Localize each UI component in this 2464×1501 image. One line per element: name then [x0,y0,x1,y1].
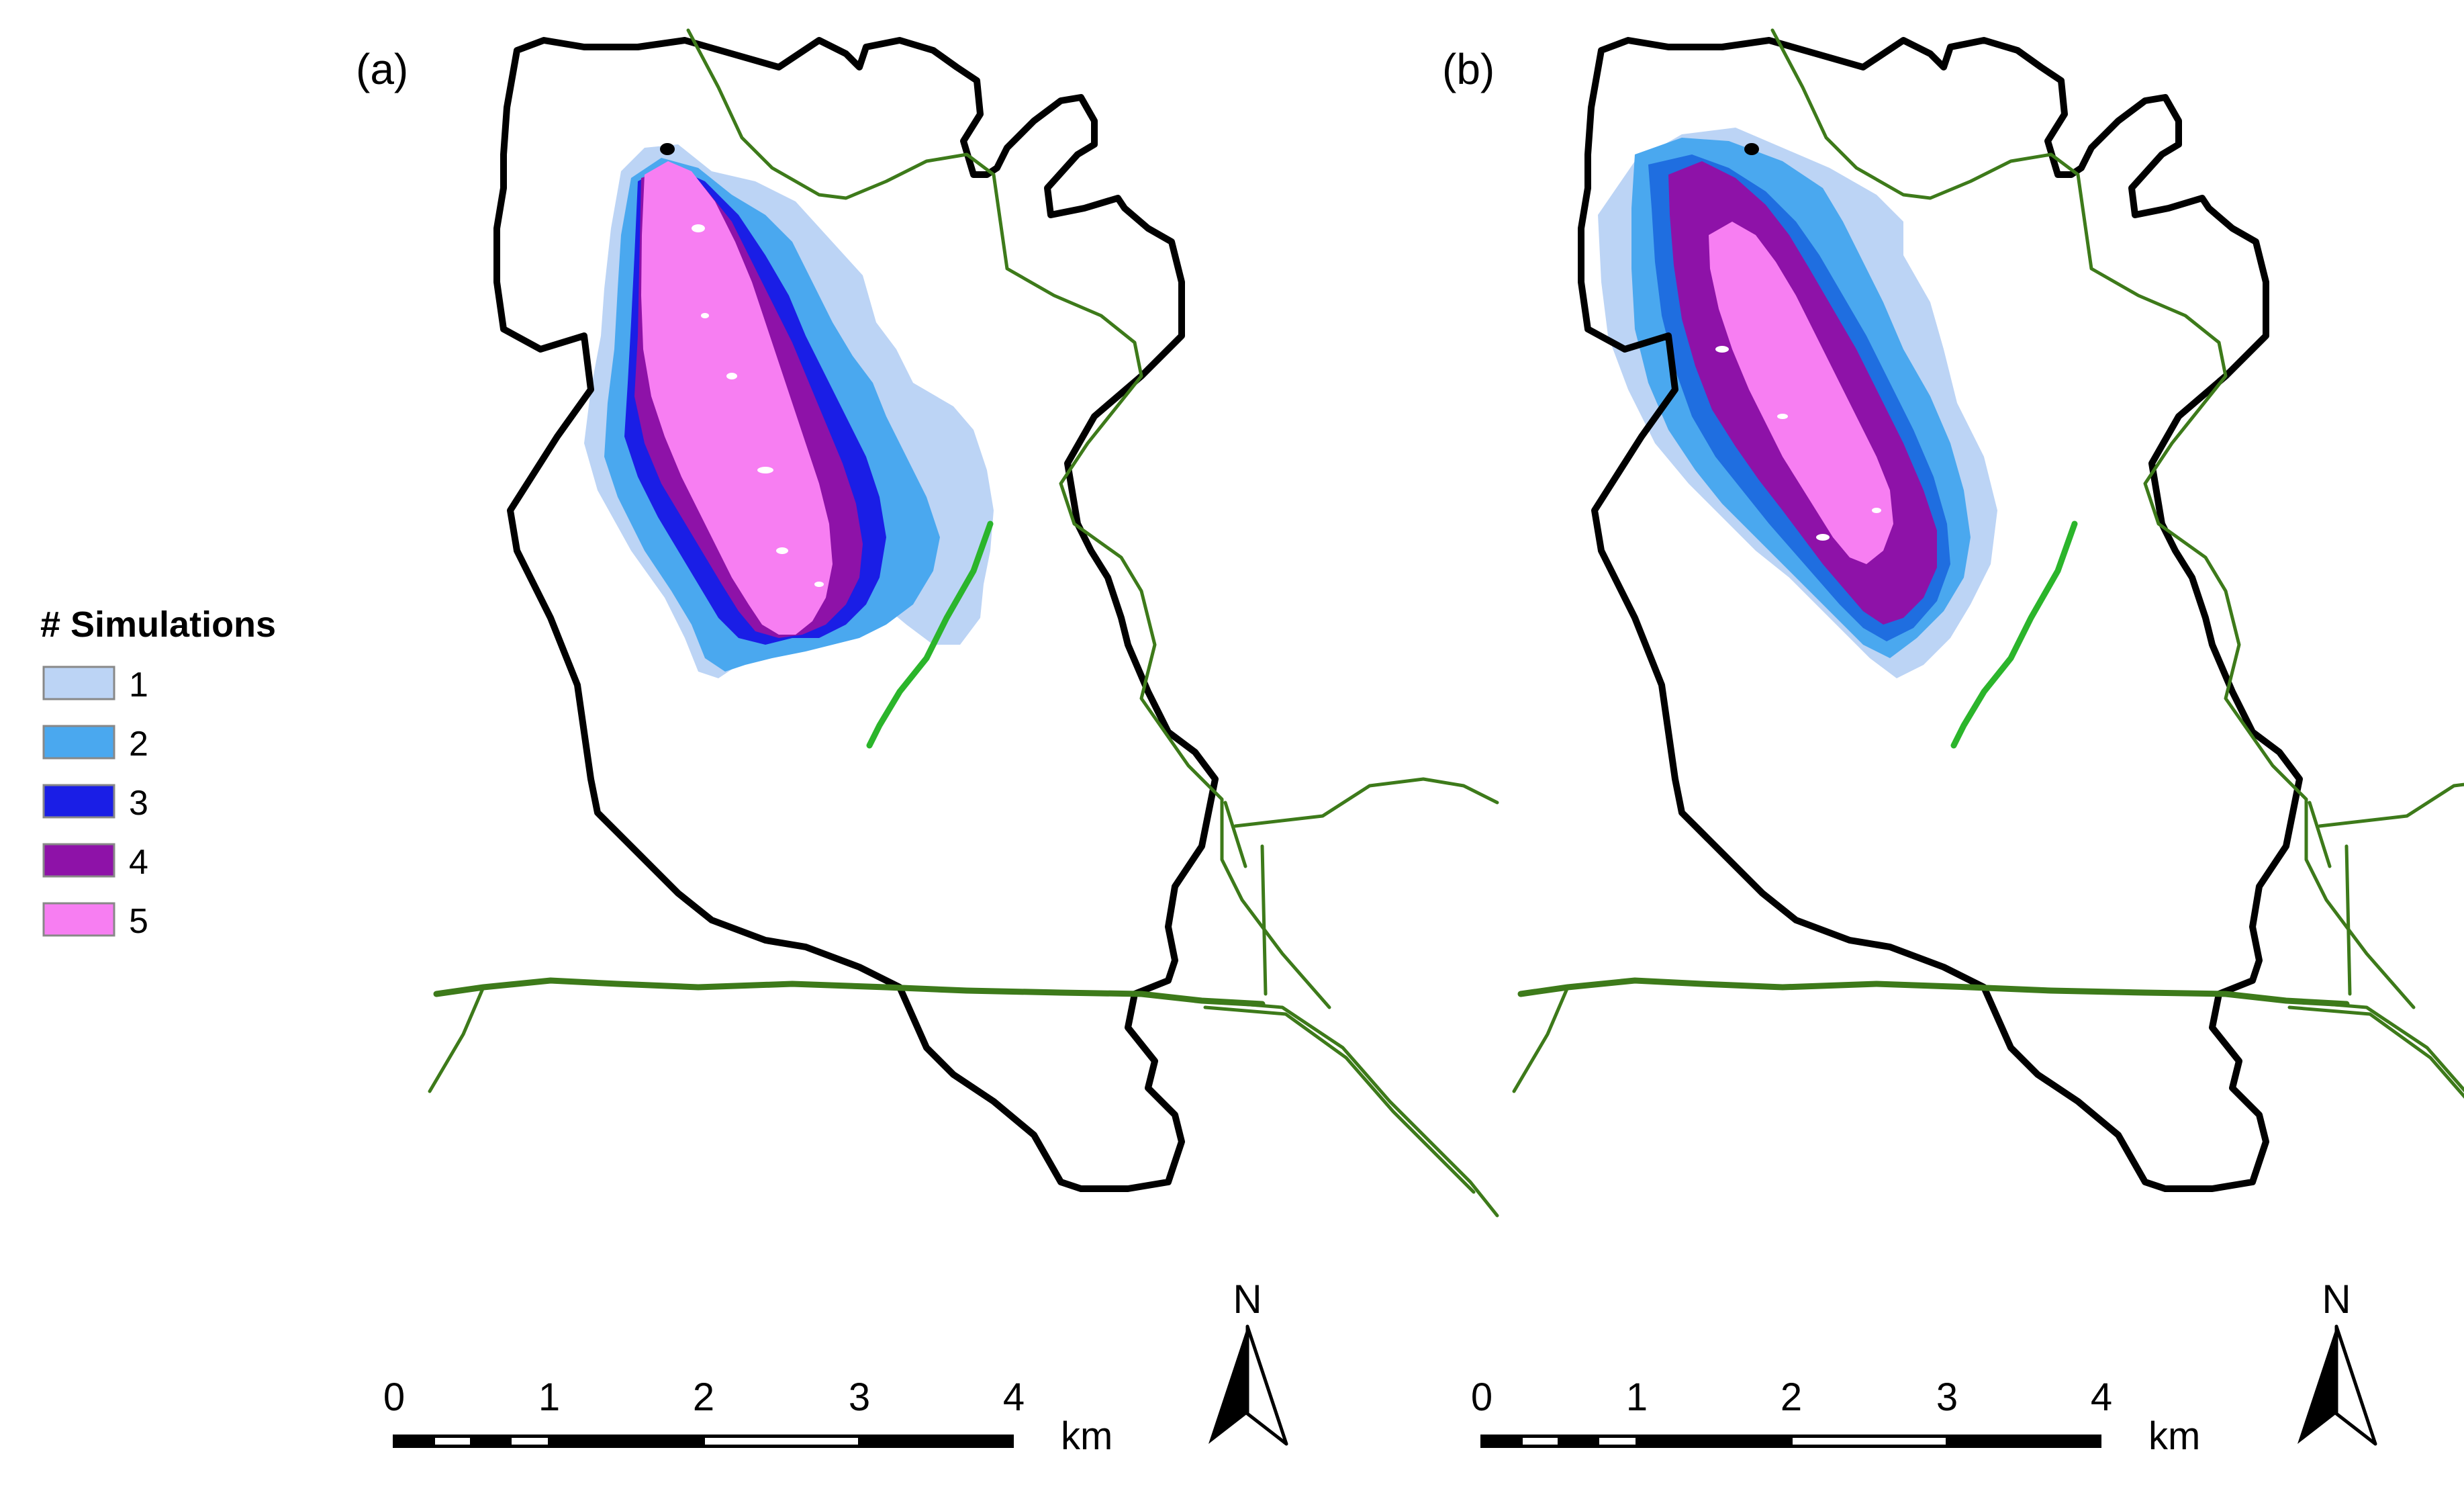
legend-item: 3 [42,784,148,823]
scale-tick-3: 3 [1936,1375,1958,1419]
scale-tick-4: 4 [2091,1375,2112,1419]
scale-tick-4: 4 [1003,1375,1025,1419]
panel-b-flood-extent [1598,128,1997,678]
legend-item: 1 [42,666,148,704]
scale-bar-body [1480,1435,2101,1448]
legend-swatch [42,725,115,760]
panel-b [1514,30,2464,1216]
panel-a-flood-extent [584,144,994,678]
scale-tick-2: 2 [693,1375,714,1419]
panel-a-gaps [692,224,824,587]
panel-a-label: (a) [356,45,408,93]
north-arrow-b: N [2297,1277,2377,1446]
legend-swatch [42,666,115,700]
legend-label: 1 [129,666,148,704]
legend-label: 3 [129,784,148,823]
scale-bar-segment-white [705,1438,858,1445]
north-arrow-outline [1245,1324,1288,1446]
north-arrow-a: N [1209,1277,1288,1446]
legend-title: # Simulations [40,604,276,645]
scale-unit: km [1061,1414,1112,1458]
legend-item: 5 [42,902,148,941]
north-arrow-icon [2297,1326,2336,1444]
north-arrow-icon [1209,1326,1247,1444]
legend-swatch [42,784,115,819]
scale-tick-0: 0 [1471,1375,1492,1419]
legend-item: 4 [42,843,148,882]
scale-bar-a: 0 1 2 3 4 km [383,1375,1112,1458]
scale-bar-segment-white [1523,1438,1558,1445]
panel-b-zone-5 [1709,222,1893,564]
legend-label: 4 [129,843,148,882]
scale-tick-2: 2 [1781,1375,1802,1419]
panel-b-source-point [1744,143,1759,155]
north-arrow-outline [2334,1324,2377,1446]
legend-item: 2 [42,725,148,764]
north-letter: N [2322,1277,2351,1322]
panel-a [430,30,1497,1216]
panel-b-gaps [1715,346,1881,541]
panel-a-source-point [660,143,675,155]
scale-bar-segment-white [435,1438,470,1445]
panel-a-zone-5 [641,161,833,635]
scale-tick-1: 1 [538,1375,560,1419]
scale-tick-0: 0 [383,1375,405,1419]
legend: # Simulations 1 2 3 4 5 [40,604,276,941]
scale-tick-3: 3 [849,1375,870,1419]
scale-bar-body [393,1435,1014,1448]
legend-swatch [42,902,115,937]
legend-label: 2 [129,725,148,764]
legend-label: 5 [129,902,148,941]
scale-bar-segment-white [1793,1438,1946,1445]
north-letter: N [1233,1277,1262,1322]
scale-bar-b: 0 1 2 3 4 km [1471,1375,2200,1458]
scale-unit: km [2148,1414,2200,1458]
legend-swatch [42,843,115,878]
scale-bar-segment-white [1599,1438,1636,1445]
panel-b-label: (b) [1442,45,1495,93]
scale-bar-segment-white [512,1438,548,1445]
scale-tick-1: 1 [1626,1375,1648,1419]
